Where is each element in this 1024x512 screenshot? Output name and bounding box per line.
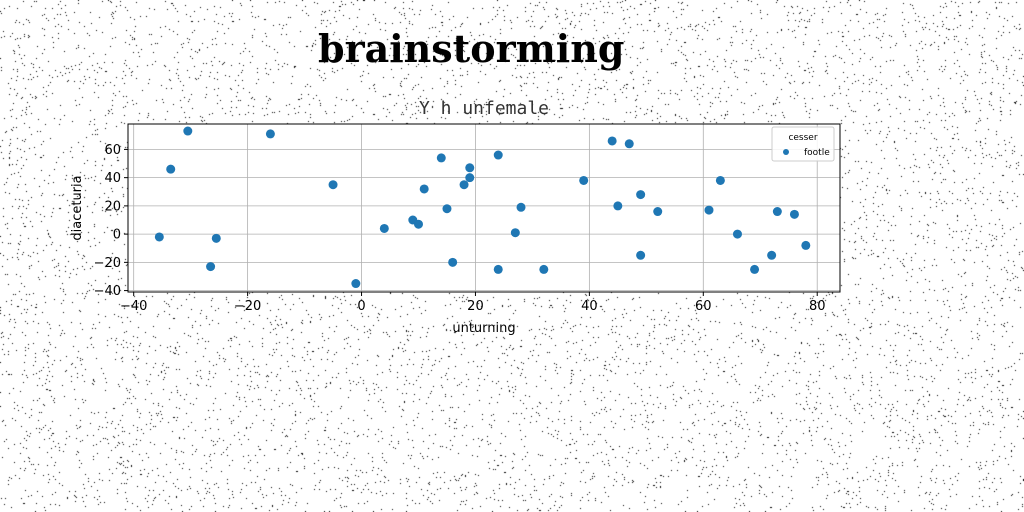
data-point — [351, 279, 361, 289]
data-point — [767, 250, 777, 260]
data-points — [154, 126, 811, 289]
data-point — [772, 207, 782, 217]
data-point — [579, 175, 589, 185]
plot-background — [128, 124, 840, 292]
data-point — [206, 262, 216, 272]
data-point — [465, 173, 475, 183]
data-point — [448, 257, 458, 267]
data-point — [166, 164, 176, 174]
x-tick-label: 0 — [357, 299, 365, 314]
data-point — [539, 264, 549, 274]
data-point — [704, 205, 714, 215]
x-tick-label: 20 — [467, 299, 484, 314]
data-point — [607, 136, 617, 146]
legend: cesser footle — [771, 126, 835, 162]
data-point — [183, 126, 193, 136]
data-point — [328, 180, 338, 190]
legend-label: footle — [804, 148, 830, 158]
y-tick-label: 0 — [113, 228, 121, 243]
data-point — [459, 180, 469, 190]
data-point — [436, 153, 446, 163]
data-point — [379, 223, 389, 233]
data-point — [789, 209, 799, 219]
y-tick-label: −40 — [94, 284, 121, 299]
grid — [128, 124, 840, 292]
x-tick-label: −20 — [234, 299, 261, 314]
data-point — [465, 163, 475, 173]
y-tick-label: 20 — [104, 199, 121, 214]
page-heading: brainstorming — [318, 26, 625, 71]
x-tick-label: −40 — [120, 299, 147, 314]
legend-marker — [783, 149, 789, 155]
data-point — [493, 264, 503, 274]
data-point — [715, 175, 725, 185]
x-axis-label: unturning — [452, 321, 515, 336]
x-tick-label: 80 — [809, 299, 826, 314]
data-point — [516, 202, 526, 212]
data-point — [265, 129, 275, 139]
data-point — [211, 233, 221, 243]
legend-title: cesser — [788, 133, 817, 143]
x-tick-label: 60 — [695, 299, 712, 314]
data-point — [442, 204, 452, 214]
plot-area-frame — [127, 123, 841, 293]
data-point — [493, 150, 503, 160]
chart-title: Y h unfemale — [419, 98, 549, 119]
x-tick-label: 40 — [581, 299, 598, 314]
y-axis-label: diaceturia — [70, 175, 85, 240]
data-point — [154, 232, 164, 242]
data-point — [624, 139, 634, 149]
y-tick-label: −20 — [94, 256, 121, 271]
data-point — [636, 190, 646, 200]
axis-ticks: −40 −20 0 20 40 60 80 −40 −20 0 20 40 60 — [94, 143, 826, 314]
data-point — [419, 184, 429, 194]
data-point — [801, 240, 811, 250]
data-point — [653, 207, 663, 217]
data-point — [750, 264, 760, 274]
y-tick-label: 40 — [104, 171, 121, 186]
y-tick-label: 60 — [104, 143, 121, 158]
data-point — [732, 229, 742, 239]
data-point — [636, 250, 646, 260]
data-point — [613, 201, 623, 211]
data-point — [510, 228, 520, 238]
data-point — [413, 219, 423, 229]
